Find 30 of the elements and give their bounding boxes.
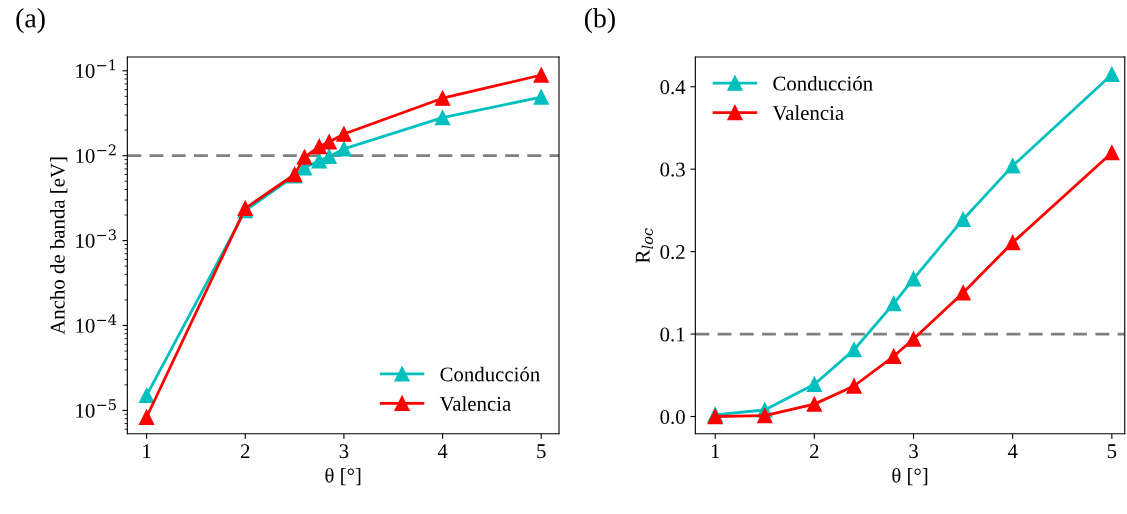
x-tick-label: 5 [1107,444,1117,459]
x-tick-label: 5 [537,444,546,459]
legend-label: Valencia [772,105,844,121]
y-tick-label: 0.1 [660,327,685,342]
y-tick-label: 0.0 [660,409,685,425]
y-tick-label: 0.4 [660,80,686,95]
y-tick-label: 0.3 [660,162,685,177]
y-axis-title: R$_{loc}$ [635,228,653,263]
y-tick-label: 10$^{−3}$ [76,229,116,248]
y-axis-title: Ancho de banda [eV] [50,157,68,335]
y-tick-label: 10$^{−5}$ [76,399,116,418]
y-tick-label: 0.2 [660,244,685,260]
x-axis-title: θ [°] [892,467,928,486]
legend-label: Conducción [773,75,873,91]
x-tick-label: 4 [437,444,448,458]
y-tick-label: 10$^{−4}$ [76,314,117,333]
chart-title: (a) [16,8,45,34]
x-tick-label: 3 [339,444,349,459]
legend-label: Conducción [440,366,540,382]
x-tick-label: 2 [810,444,819,458]
chart-title: (b) [584,8,615,34]
legend-label: Valencia [439,396,511,411]
x-tick-label: 4 [1007,444,1018,458]
x-tick-label: 3 [909,444,918,459]
x-tick-label: 1 [143,444,151,458]
x-tick-label: 2 [240,444,250,458]
x-tick-label: 1 [711,444,720,458]
x-axis-title: θ [°] [325,467,361,486]
y-tick-label: 10$^{−2}$ [76,144,116,163]
y-tick-label: 10$^{−1}$ [76,59,115,79]
